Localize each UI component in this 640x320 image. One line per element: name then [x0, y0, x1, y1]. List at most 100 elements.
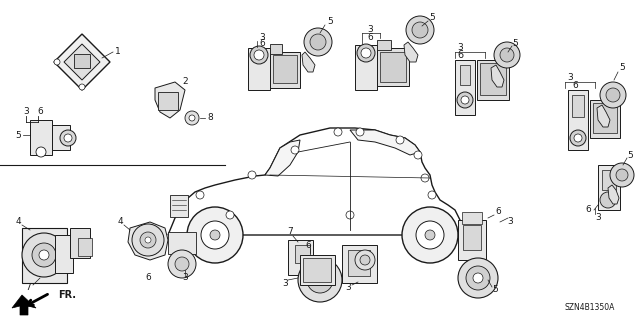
Text: FR.: FR.: [58, 290, 76, 300]
Text: 6: 6: [259, 39, 265, 49]
Bar: [288, 240, 313, 275]
Bar: [74, 54, 90, 68]
Text: 6: 6: [145, 274, 151, 283]
Bar: [248, 48, 270, 90]
Text: 5: 5: [512, 38, 518, 47]
Circle shape: [457, 92, 473, 108]
Circle shape: [357, 44, 375, 62]
Text: 6: 6: [305, 241, 311, 250]
Circle shape: [396, 136, 404, 144]
Text: 3: 3: [507, 218, 513, 227]
Circle shape: [22, 233, 66, 277]
Text: 3: 3: [367, 26, 373, 35]
Circle shape: [187, 207, 243, 263]
Circle shape: [360, 255, 370, 265]
Circle shape: [356, 128, 364, 136]
Circle shape: [248, 171, 256, 179]
Bar: [590, 100, 620, 138]
Bar: [462, 212, 482, 224]
Bar: [598, 165, 620, 210]
Text: 6: 6: [367, 34, 373, 43]
Circle shape: [500, 48, 514, 62]
Circle shape: [254, 50, 264, 60]
Polygon shape: [608, 185, 619, 204]
Text: 1: 1: [115, 47, 121, 57]
Circle shape: [461, 96, 469, 104]
Bar: [273, 55, 297, 83]
Text: SZN4B1350A: SZN4B1350A: [565, 303, 615, 313]
Bar: [270, 44, 282, 54]
Circle shape: [466, 266, 490, 290]
Circle shape: [428, 191, 436, 199]
Circle shape: [473, 273, 483, 283]
Circle shape: [416, 221, 444, 249]
Bar: [602, 170, 616, 190]
Circle shape: [178, 204, 186, 212]
Text: 6: 6: [457, 50, 463, 60]
Bar: [572, 95, 584, 117]
Circle shape: [425, 230, 435, 240]
Bar: [168, 232, 196, 254]
Text: 4: 4: [15, 218, 21, 227]
Circle shape: [361, 48, 371, 58]
Text: 5: 5: [492, 285, 498, 294]
Circle shape: [175, 257, 189, 271]
Bar: [377, 40, 391, 50]
Polygon shape: [54, 34, 110, 90]
Text: 3: 3: [259, 34, 265, 43]
Bar: [348, 250, 370, 276]
Text: 5: 5: [15, 131, 21, 140]
Text: 3: 3: [567, 74, 573, 83]
Circle shape: [570, 130, 586, 146]
Polygon shape: [404, 42, 418, 62]
Circle shape: [185, 111, 199, 125]
Circle shape: [201, 221, 229, 249]
Text: 5: 5: [619, 63, 625, 73]
Bar: [295, 245, 310, 263]
Text: 8: 8: [207, 114, 213, 123]
Circle shape: [298, 258, 342, 302]
Circle shape: [600, 82, 626, 108]
Circle shape: [315, 275, 325, 285]
Bar: [55, 235, 73, 273]
Circle shape: [250, 46, 268, 64]
Bar: [458, 220, 486, 260]
Polygon shape: [491, 65, 504, 87]
Circle shape: [600, 192, 616, 208]
Text: 6: 6: [585, 205, 591, 214]
Circle shape: [132, 224, 164, 256]
Circle shape: [304, 28, 332, 56]
Circle shape: [291, 146, 299, 154]
Bar: [480, 63, 506, 95]
Text: 6: 6: [495, 207, 501, 217]
Bar: [300, 255, 335, 285]
Text: 4: 4: [117, 218, 123, 227]
Text: 6: 6: [572, 81, 578, 90]
Polygon shape: [155, 82, 185, 118]
Polygon shape: [597, 105, 610, 127]
Circle shape: [414, 151, 422, 159]
Text: 3: 3: [595, 213, 601, 222]
Circle shape: [64, 134, 72, 142]
Circle shape: [36, 147, 46, 157]
Circle shape: [402, 207, 458, 263]
Circle shape: [189, 115, 195, 121]
Bar: [342, 245, 377, 283]
Circle shape: [494, 42, 520, 68]
Bar: [380, 52, 406, 82]
Bar: [593, 103, 617, 133]
Circle shape: [406, 16, 434, 44]
Circle shape: [60, 130, 76, 146]
Circle shape: [346, 211, 354, 219]
Circle shape: [79, 84, 85, 90]
Circle shape: [145, 237, 151, 243]
Bar: [355, 45, 377, 90]
Circle shape: [32, 243, 56, 267]
Circle shape: [574, 134, 582, 142]
Bar: [270, 52, 300, 88]
Bar: [463, 225, 481, 250]
Text: 3: 3: [345, 284, 351, 292]
Circle shape: [307, 267, 333, 293]
Polygon shape: [128, 222, 168, 260]
Circle shape: [606, 88, 620, 102]
